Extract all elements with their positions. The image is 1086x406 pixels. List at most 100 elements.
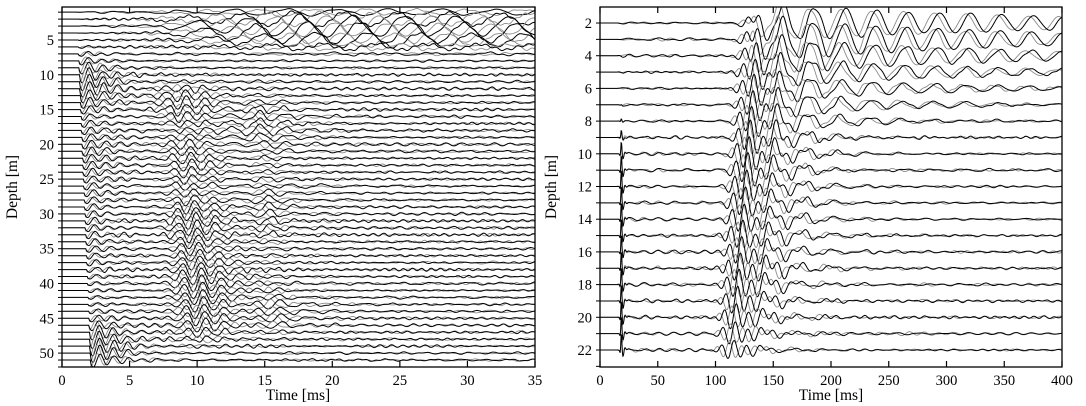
left-panel-trace-depth-49: [62, 337, 535, 357]
right-panel-trace-depth-13: [600, 186, 1062, 217]
right-panel-x-tick-label: 400: [1051, 373, 1073, 389]
right-panel-x-tick-label: 150: [762, 373, 784, 389]
left-panel-trace-depth-23: [62, 158, 535, 172]
left-panel-trace-depth-28: [62, 194, 535, 207]
left-panel-trace-depth-30: [62, 207, 535, 222]
right-panel-trace-depth-4: [600, 34, 1062, 76]
left-panel-trace-depth-35: [62, 241, 535, 256]
right-panel-y-tick-label: 6: [585, 81, 592, 97]
left-panel-trace-depth-5-overlay: [62, 32, 535, 48]
left-panel-trace-depth-32-overlay: [62, 220, 535, 235]
left-panel-trace-depth-16: [62, 109, 535, 124]
right-panel-trace-depth-16: [600, 235, 1062, 265]
right-panel-y-tick-label: 8: [585, 114, 592, 130]
right-panel-trace-depth-14-overlay: [600, 204, 1062, 233]
right-panel-y-tick-label: 14: [578, 212, 593, 228]
left-panel-trace-depth-29: [62, 200, 535, 215]
right-panel-y-tick-label: 10: [578, 147, 593, 163]
right-panel-trace-depth-12-overlay: [600, 171, 1062, 201]
left-panel-y-tick-label: 5: [47, 33, 54, 49]
left-panel-trace-depth-17: [62, 117, 535, 130]
left-panel-trace-depth-18: [62, 123, 535, 137]
left-panel-y-ticks: 5 10 15 20 25 30 35 40 45 50: [40, 11, 62, 368]
left-panel-trace-depth-44: [62, 304, 535, 319]
right-panel-y-ticks: 2 4 6 8 10 12 14 16 18 20 22: [578, 16, 600, 367]
right-panel-trace-depth-20: [600, 300, 1062, 330]
right-panel-trace-depth-16-overlay: [600, 235, 1062, 265]
left-panel-trace-depth-19: [62, 132, 535, 143]
left-panel-y-tick-label: 30: [40, 207, 55, 223]
left-panel-trace-depth-9: [62, 61, 535, 75]
left-panel-y-tick-label: 10: [40, 68, 55, 84]
left-panel-trace-depth-26-overlay: [62, 181, 535, 191]
left-panel-trace-depth-42: [62, 289, 535, 306]
right-panel-trace-depth-2: [600, 7, 1062, 41]
right-panel-trace-depth-9: [600, 119, 1062, 154]
left-panel-y-tick-label: 15: [40, 103, 55, 119]
right-panel-trace-depth-9-overlay: [600, 120, 1062, 155]
right-panel-trace-depth-4-overlay: [600, 34, 1062, 73]
right-panel-x-ticks: 0 50 100 150 200 250 300 350 400: [596, 7, 1073, 389]
left-panel-y-tick-label: 50: [40, 346, 55, 362]
left-panel-trace-depth-26: [62, 181, 535, 191]
right-panel-trace-depth-21-overlay: [600, 318, 1062, 343]
left-panel-trace-depth-32: [62, 219, 535, 236]
left-panel-x-tick-label: 15: [257, 373, 272, 389]
left-panel-trace-depth-12: [62, 81, 535, 98]
left-panel-x-tick-label: 5: [126, 373, 133, 389]
right-panel-trace-depth-19-overlay: [600, 284, 1062, 314]
left-panel-trace-depth-10: [62, 67, 535, 84]
right-panel-trace-depth-22: [600, 333, 1062, 359]
right-panel-x-tick-label: 350: [993, 373, 1015, 389]
right-panel-x-tick-label: 300: [936, 373, 958, 389]
left-panel-trace-depth-2-overlay: [62, 10, 535, 28]
right-panel-traces: [600, 7, 1062, 359]
right-seismic-panel: 0 50 100 150 200 250 300 350 400 2 4 6 8 10 12 14 16 18 20…: [578, 6, 1073, 389]
right-panel-trace-depth-11: [600, 152, 1062, 187]
left-panel-y-tick-label: 40: [40, 277, 55, 293]
left-panel-trace-depth-24: [62, 165, 535, 179]
left-panel-trace-depth-33: [62, 227, 535, 244]
left-panel-trace-depth-20: [62, 138, 535, 150]
right-panel-y-tick-label: 18: [578, 278, 593, 294]
right-panel-trace-depth-22-overlay: [600, 334, 1062, 358]
left-panel-trace-depth-29-overlay: [62, 200, 535, 213]
right-panel-y-tick-label: 12: [578, 180, 593, 196]
left-panel-trace-depth-6-overlay: [62, 42, 535, 52]
left-panel-trace-depth-30-overlay: [62, 205, 535, 221]
left-panel-trace-depth-7: [62, 51, 535, 57]
left-panel-x-tick-label: 0: [58, 373, 65, 389]
right-panel-y-tick-label: 4: [585, 49, 593, 65]
left-panel-trace-depth-38-overlay: [62, 260, 535, 278]
left-panel-trace-depth-25: [62, 174, 535, 185]
left-panel-y-tick-label: 35: [40, 242, 55, 258]
right-panel-trace-depth-21: [600, 316, 1062, 345]
left-panel-x-tick-label: 20: [325, 373, 340, 389]
right-panel-trace-depth-7: [600, 86, 1062, 121]
right-panel-trace-depth-15: [600, 219, 1062, 248]
left-panel-trace-depth-2: [62, 10, 535, 28]
left-panel-trace-depth-31: [62, 212, 535, 230]
left-panel-trace-depth-47: [62, 325, 535, 341]
left-panel-x-ticks: 0 5 10 15 20 25 30 35: [58, 7, 542, 389]
left-panel-y-tick-label: 25: [40, 172, 55, 188]
right-panel-x-tick-label: 100: [705, 373, 727, 389]
right-panel-x-tick-label: 0: [596, 373, 603, 389]
left-panel-trace-depth-48: [62, 330, 535, 350]
left-panel-trace-depth-37: [62, 255, 535, 271]
left-panel-trace-depth-41: [62, 281, 535, 299]
left-panel-trace-depth-1: [62, 8, 535, 17]
left-panel-trace-depth-36: [62, 248, 535, 262]
right-panel-trace-depth-10: [600, 136, 1062, 170]
left-panel-trace-depth-22: [62, 151, 535, 165]
right-panel-trace-depth-8-overlay: [600, 102, 1062, 139]
left-panel-trace-depth-40: [62, 274, 535, 293]
right-panel-trace-depth-17: [600, 251, 1062, 282]
left-panel-x-tick-label: 25: [393, 373, 408, 389]
left-panel-y-tick-label: 20: [40, 137, 55, 153]
right-panel-y-tick-label: 16: [578, 245, 593, 261]
left-panel-trace-depth-11: [62, 73, 535, 92]
left-panel-x-tick-label: 30: [460, 373, 475, 389]
right-panel-trace-depth-5-overlay: [600, 52, 1062, 89]
right-panel-trace-depth-18: [600, 267, 1062, 298]
